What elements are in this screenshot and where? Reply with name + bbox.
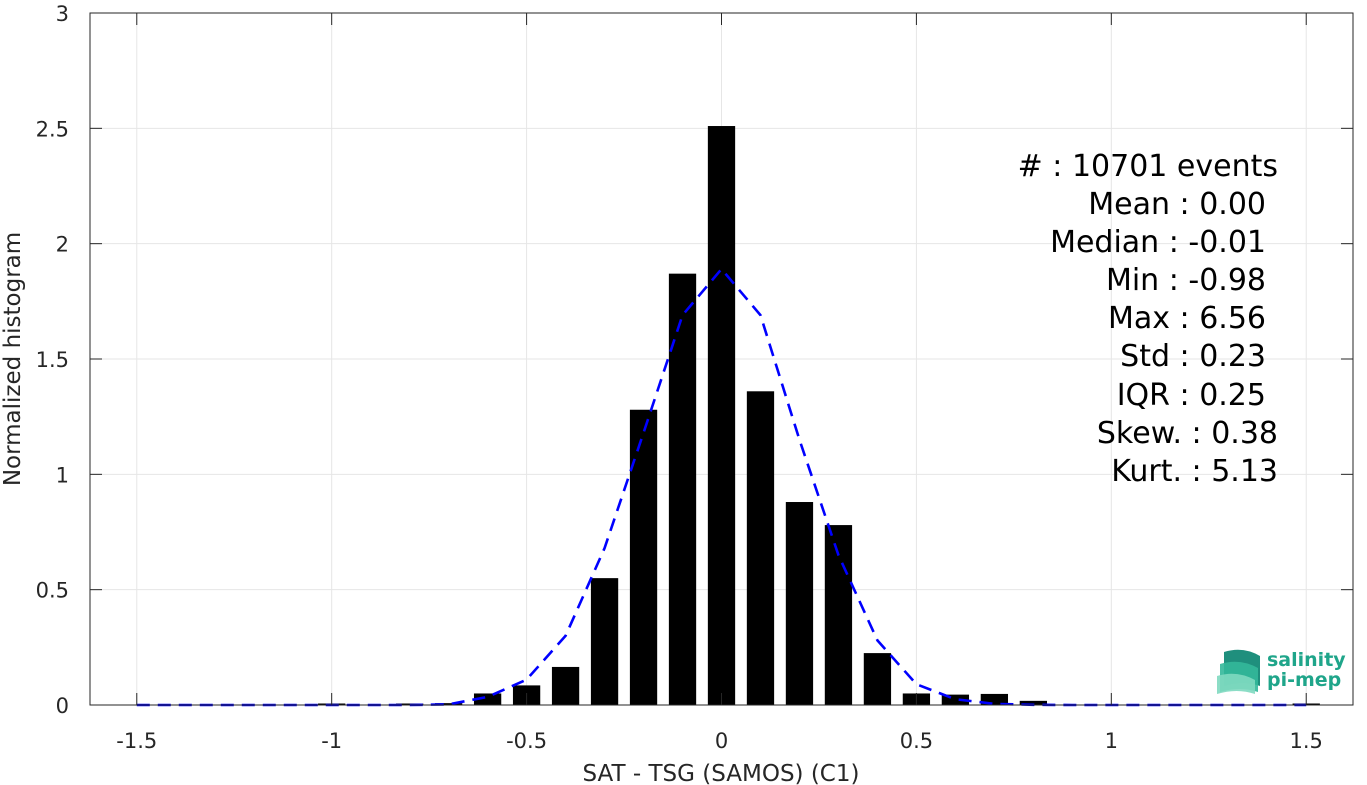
x-tick-label: -0.5 (506, 729, 547, 753)
x-tick-label: 0.5 (900, 729, 933, 753)
stat-min: Min : -0.98 (1106, 263, 1266, 298)
y-tick-label: 3 (56, 2, 69, 26)
histogram-bar (863, 653, 892, 705)
y-tick-labels: 0 0.5 1 1.5 2 2.5 3 (36, 2, 69, 718)
histogram-bar (434, 703, 463, 705)
y-tick-label: 2.5 (36, 117, 69, 141)
y-axis-label: Normalized histogram (0, 232, 26, 486)
y-tick-label: 0.5 (36, 579, 69, 603)
histogram-bar (396, 703, 424, 705)
axes-box (89, 12, 1354, 706)
histogram-bar (668, 273, 697, 705)
x-tick-label: -1.5 (116, 729, 157, 753)
logo-line2: pi-mep (1267, 669, 1341, 691)
x-tick-label: 1 (1105, 729, 1118, 753)
y-tick-label: 2 (56, 233, 69, 257)
histogram-bar (629, 409, 658, 705)
wave-logo-icon (1217, 649, 1260, 694)
histogram-bar (941, 694, 970, 705)
stat-median: Median : -0.01 (1050, 225, 1266, 260)
salinity-pi-mep-logo: salinity pi-mep (1217, 649, 1346, 694)
x-tick-labels: -1.5 -1 -0.5 0 0.5 1 1.5 (116, 729, 1323, 753)
x-tick-label: -1 (321, 729, 342, 753)
y-tick-label: 1.5 (36, 348, 69, 372)
histogram-bar (1019, 700, 1047, 705)
stat-kurt: Kurt. : 5.13 (1111, 454, 1278, 489)
y-tick-label: 0 (56, 694, 69, 718)
histogram-bar (707, 126, 736, 705)
stat-std: Std : 0.23 (1120, 339, 1266, 374)
histogram-bar (980, 693, 1009, 705)
stat-max: Max : 6.56 (1108, 301, 1266, 336)
histogram-bar (590, 578, 619, 705)
stat-iqr: IQR : 0.25 (1117, 378, 1266, 413)
logo-line1: salinity (1267, 649, 1346, 671)
x-tick-label: 1.5 (1290, 729, 1323, 753)
histogram-bar (785, 502, 814, 705)
y-tick-label: 1 (56, 463, 69, 487)
x-axis-label: SAT - TSG (SAMOS) (C1) (583, 761, 860, 785)
statistics-panel: # : 10701 events Mean : 0.00 Median : -0… (1018, 149, 1278, 489)
stat-mean: Mean : 0.00 (1088, 187, 1266, 222)
histogram-bar (746, 391, 775, 705)
stat-skew: Skew. : 0.38 (1097, 416, 1278, 451)
histogram-bar (551, 666, 580, 705)
x-tick-label: 0 (715, 729, 728, 753)
histogram-bar (473, 693, 502, 705)
stat-events: # : 10701 events (1018, 149, 1278, 184)
